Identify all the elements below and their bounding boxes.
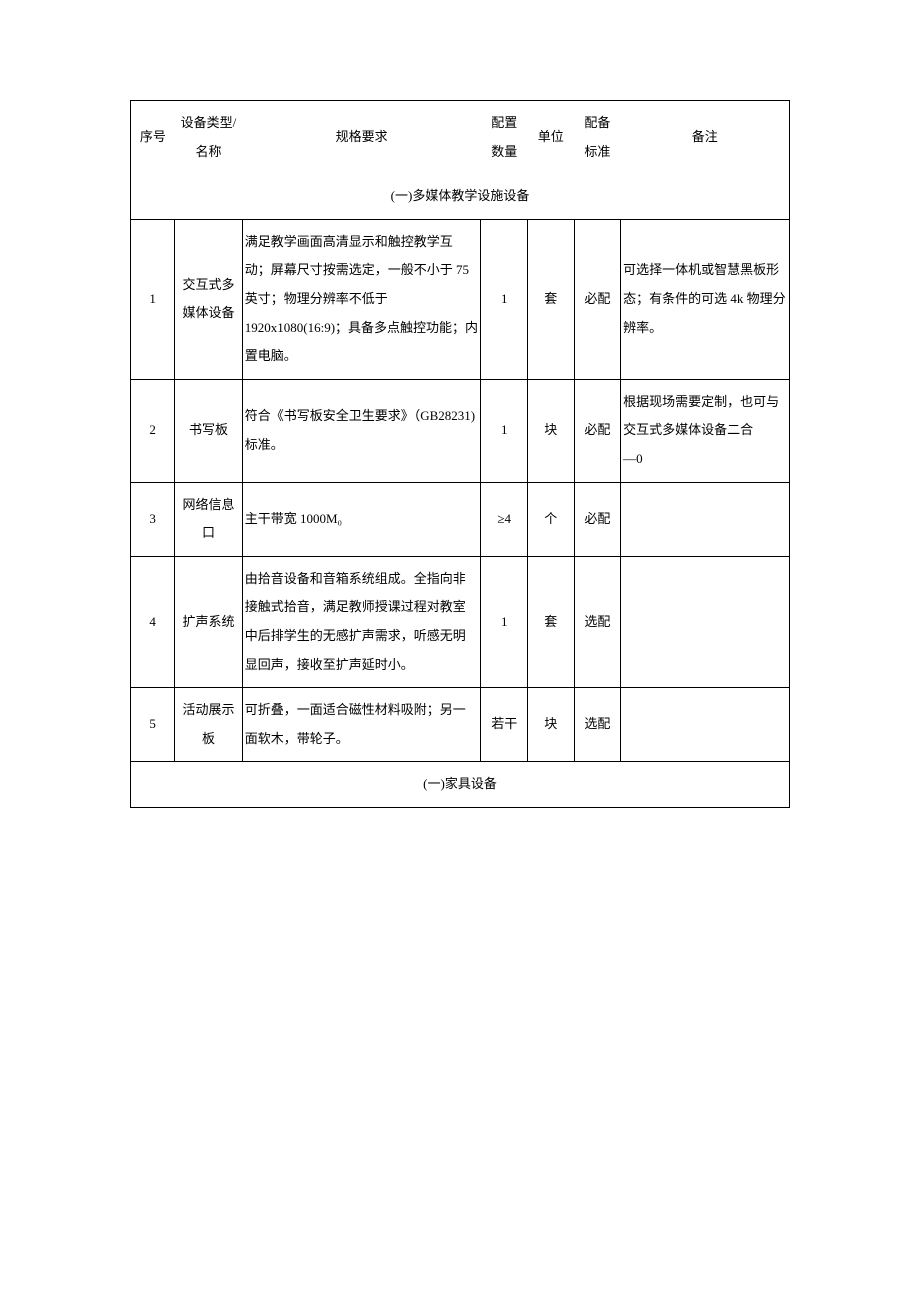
cell-std: 必配 xyxy=(574,379,621,482)
section-1-title: (一)多媒体教学设施设备 xyxy=(131,174,790,219)
cell-remark xyxy=(621,482,790,556)
cell-spec: 可折叠，一面适合磁性材料吸附；另一面软木，带轮子。 xyxy=(242,688,481,762)
cell-unit: 套 xyxy=(527,219,574,379)
cell-std: 必配 xyxy=(574,219,621,379)
cell-spec: 由拾音设备和音箱系统组成。全指向非接触式拾音，满足教师授课过程对教室中后排学生的… xyxy=(242,556,481,687)
cell-name: 书写板 xyxy=(175,379,243,482)
table-header-row: 序号 设备类型/名称 规格要求 配置数量 单位 配备标准 备注 xyxy=(131,101,790,175)
cell-spec: 主干带宽 1000M₀ xyxy=(242,482,481,556)
header-spec: 规格要求 xyxy=(242,101,481,175)
cell-seq: 5 xyxy=(131,688,175,762)
cell-qty: 1 xyxy=(481,219,528,379)
cell-name: 扩声系统 xyxy=(175,556,243,687)
cell-unit: 套 xyxy=(527,556,574,687)
cell-seq: 3 xyxy=(131,482,175,556)
section-2-title: (一)家具设备 xyxy=(131,762,790,808)
header-qty: 配置数量 xyxy=(481,101,528,175)
cell-spec: 满足教学画面高清显示和触控教学互动；屏幕尺寸按需选定，一般不小于 75 英寸；物… xyxy=(242,219,481,379)
cell-qty: 1 xyxy=(481,379,528,482)
cell-std: 选配 xyxy=(574,688,621,762)
cell-qty: 若干 xyxy=(481,688,528,762)
cell-remark xyxy=(621,556,790,687)
cell-std: 必配 xyxy=(574,482,621,556)
table-row: 1 交互式多媒体设备 满足教学画面高清显示和触控教学互动；屏幕尺寸按需选定，一般… xyxy=(131,219,790,379)
header-std: 配备标准 xyxy=(574,101,621,175)
cell-name: 活动展示板 xyxy=(175,688,243,762)
cell-unit: 块 xyxy=(527,379,574,482)
cell-unit: 块 xyxy=(527,688,574,762)
table-row: 3 网络信息口 主干带宽 1000M₀ ≥4 个 必配 xyxy=(131,482,790,556)
cell-seq: 4 xyxy=(131,556,175,687)
cell-qty: 1 xyxy=(481,556,528,687)
table-row: 5 活动展示板 可折叠，一面适合磁性材料吸附；另一面软木，带轮子。 若干 块 选… xyxy=(131,688,790,762)
cell-qty: ≥4 xyxy=(481,482,528,556)
equipment-table: 序号 设备类型/名称 规格要求 配置数量 单位 配备标准 备注 (一)多媒体教学… xyxy=(130,100,790,808)
header-remark: 备注 xyxy=(621,101,790,175)
section-1-row: (一)多媒体教学设施设备 xyxy=(131,174,790,219)
cell-name: 交互式多媒体设备 xyxy=(175,219,243,379)
cell-spec: 符合《书写板安全卫生要求》（GB28231)标准。 xyxy=(242,379,481,482)
cell-std: 选配 xyxy=(574,556,621,687)
cell-remark: 可选择一体机或智慧黑板形态；有条件的可选 4k 物理分辨率。 xyxy=(621,219,790,379)
header-name: 设备类型/名称 xyxy=(175,101,243,175)
cell-unit: 个 xyxy=(527,482,574,556)
header-unit: 单位 xyxy=(527,101,574,175)
cell-name: 网络信息口 xyxy=(175,482,243,556)
header-seq: 序号 xyxy=(131,101,175,175)
cell-remark xyxy=(621,688,790,762)
section-2-row: (一)家具设备 xyxy=(131,762,790,808)
cell-seq: 2 xyxy=(131,379,175,482)
cell-remark: 根据现场需要定制，也可与交互式多媒体设备二合 —0 xyxy=(621,379,790,482)
cell-seq: 1 xyxy=(131,219,175,379)
table-row: 4 扩声系统 由拾音设备和音箱系统组成。全指向非接触式拾音，满足教师授课过程对教… xyxy=(131,556,790,687)
table-row: 2 书写板 符合《书写板安全卫生要求》（GB28231)标准。 1 块 必配 根… xyxy=(131,379,790,482)
